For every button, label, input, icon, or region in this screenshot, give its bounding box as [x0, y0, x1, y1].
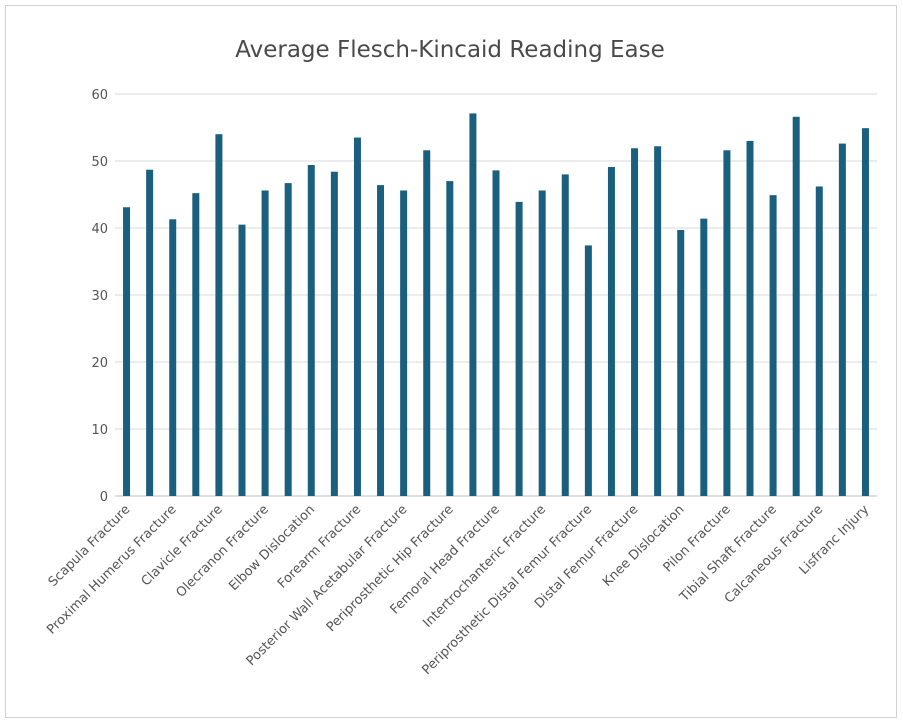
bar — [792, 116, 800, 496]
bar — [838, 143, 846, 496]
bar — [492, 170, 500, 496]
bar — [377, 185, 385, 496]
y-tick-label: 40 — [91, 222, 108, 237]
y-tick-label: 50 — [91, 155, 108, 170]
bar — [469, 113, 477, 497]
y-tick-label: 10 — [91, 423, 108, 438]
bar — [400, 190, 408, 497]
bar — [861, 128, 869, 497]
bar — [677, 230, 685, 496]
bar — [146, 169, 154, 496]
bar — [123, 207, 131, 497]
bar — [284, 183, 292, 497]
bar — [169, 219, 177, 497]
bar — [654, 146, 662, 496]
bar — [307, 165, 315, 496]
bar — [353, 137, 361, 497]
bar — [631, 148, 639, 496]
y-tick-label: 0 — [100, 490, 108, 505]
bar — [607, 167, 615, 496]
bar — [515, 201, 523, 496]
bar — [330, 171, 338, 496]
y-tick-label: 20 — [91, 356, 108, 371]
bar — [538, 190, 546, 497]
bar — [446, 181, 454, 496]
bar — [746, 140, 754, 496]
y-tick-label: 60 — [91, 88, 108, 103]
bar — [192, 193, 200, 496]
chart-title: Average Flesch-Kincaid Reading Ease — [235, 37, 665, 63]
bar — [584, 245, 592, 496]
bar — [769, 195, 777, 497]
bar — [215, 134, 223, 496]
bar — [815, 186, 823, 496]
bar — [723, 150, 731, 496]
bar — [261, 190, 269, 497]
bar — [238, 224, 246, 496]
y-tick-label: 30 — [91, 289, 108, 304]
bar — [561, 174, 569, 496]
bar — [423, 150, 431, 496]
bar — [700, 218, 708, 496]
